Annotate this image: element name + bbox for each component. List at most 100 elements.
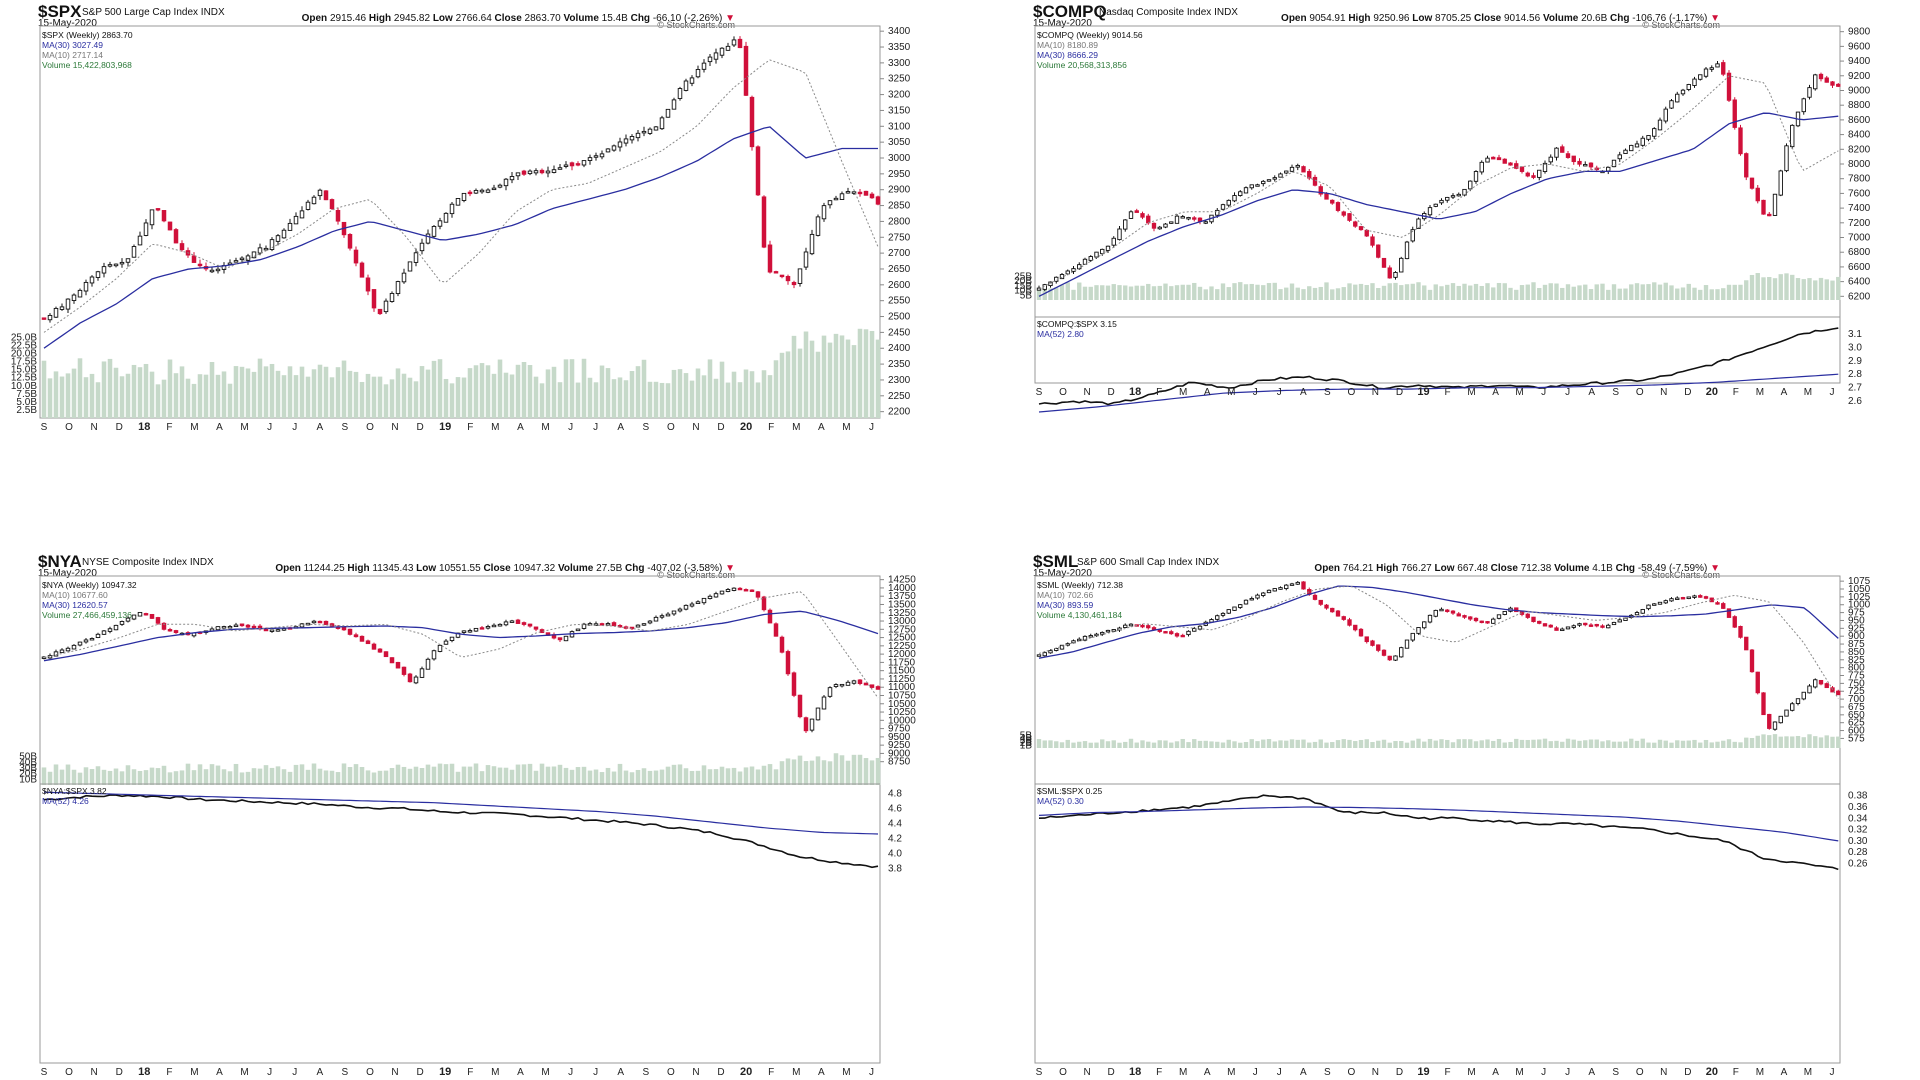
month-label: F <box>1444 1067 1450 1078</box>
volume-bar <box>761 765 767 785</box>
candle-body <box>443 640 449 645</box>
volume-bar <box>1272 282 1277 300</box>
candle-body <box>1450 610 1456 614</box>
candle-body <box>1698 595 1703 598</box>
candle-body <box>869 684 875 688</box>
candle-body <box>1174 215 1180 224</box>
volume-bar <box>215 765 221 785</box>
month-label: J <box>593 422 598 433</box>
candle-body <box>1640 609 1645 614</box>
volume-bar <box>1772 278 1778 300</box>
volume-bar <box>665 383 671 418</box>
volume-bar <box>1151 286 1157 300</box>
price-tick-label: 10250 <box>888 707 916 718</box>
candle-body <box>1818 679 1824 685</box>
volume-bar <box>1600 741 1605 748</box>
volume-bar <box>731 767 737 785</box>
month-label: S <box>41 1067 48 1078</box>
candle-body <box>53 651 59 657</box>
candle-body <box>563 635 569 642</box>
volume-bar <box>509 769 515 785</box>
volume-bar <box>1721 740 1726 748</box>
candle-body <box>437 644 443 652</box>
legend-entry: Volume 4,130,461,184 <box>1037 610 1123 620</box>
volume-bar <box>659 382 665 418</box>
volume-bar <box>785 351 791 418</box>
month-label: 20 <box>1706 1066 1718 1078</box>
price-tick-label: 1050 <box>1848 584 1871 595</box>
candle-body <box>767 609 773 624</box>
candle-body <box>491 624 497 628</box>
candle-body <box>845 681 851 686</box>
volume-bar <box>677 369 683 418</box>
price-tick-label: 2600 <box>888 280 911 291</box>
candle-body <box>1617 154 1622 160</box>
price-tick-label: 9400 <box>1848 56 1871 67</box>
volume-bar <box>653 770 659 785</box>
volume-bar <box>1399 285 1404 300</box>
candle-body <box>419 242 425 252</box>
candle-body <box>1485 621 1490 624</box>
candle-body <box>137 611 143 617</box>
month-label: 18 <box>138 1066 150 1078</box>
volume-bar <box>1094 285 1099 300</box>
candle-body <box>1611 159 1617 168</box>
legend-entry: MA(10) 10677.60 <box>42 590 108 600</box>
candle-body <box>257 247 263 254</box>
volume-tick-label: 22.5B <box>11 340 37 351</box>
volume-bar <box>41 360 47 418</box>
volume-bar <box>767 375 773 418</box>
candle-body <box>131 614 137 620</box>
candle-body <box>1680 89 1686 95</box>
price-tick-label: 2700 <box>888 248 911 259</box>
volume-bar <box>1301 739 1306 748</box>
candle-body <box>737 38 743 49</box>
volume-bar <box>407 768 413 785</box>
volume-bar <box>833 333 839 418</box>
ratio-tick-label: 0.34 <box>1848 813 1868 824</box>
candle-body <box>1088 256 1093 261</box>
volume-bar <box>71 769 77 785</box>
volume-bar <box>623 380 629 418</box>
volume-bar <box>47 378 53 418</box>
candle-body <box>593 155 599 158</box>
volume-bar <box>851 345 857 418</box>
volume-bar <box>251 768 257 785</box>
volume-bar <box>419 768 425 785</box>
volume-bar <box>857 754 863 785</box>
candle-body <box>1491 618 1496 624</box>
candle-body <box>383 651 389 658</box>
volume-bar <box>1416 738 1421 748</box>
price-tick-label: 14000 <box>888 583 916 594</box>
candle-body <box>683 80 689 91</box>
candle-body <box>1715 602 1720 605</box>
month-label: A <box>818 422 825 433</box>
candle-body <box>809 718 815 731</box>
volume-bar <box>1065 282 1070 300</box>
candle-body <box>1537 620 1542 624</box>
candle-body <box>323 190 329 201</box>
candle-body <box>263 247 269 251</box>
volume-bar <box>101 361 107 418</box>
candle-body <box>1738 625 1743 638</box>
volume-bar <box>1186 284 1191 300</box>
price-tick-label: 7800 <box>1848 174 1871 185</box>
candle-body <box>1134 210 1139 213</box>
month-label: A <box>1300 1067 1307 1078</box>
volume-bar <box>125 373 131 418</box>
volume-bar <box>1255 284 1260 300</box>
volume-bar <box>737 771 743 785</box>
volume-bar <box>1824 735 1829 748</box>
price-tick-label: 9200 <box>1848 71 1871 82</box>
volume-bar <box>275 370 281 418</box>
candle-body <box>1128 211 1134 219</box>
month-label: M <box>1179 1067 1187 1078</box>
candle-body <box>1709 67 1714 70</box>
volume-bar <box>1054 741 1059 748</box>
volume-bar <box>365 373 371 418</box>
month-label: A <box>1781 387 1788 398</box>
month-label: A <box>1204 1067 1211 1078</box>
volume-bar <box>83 767 89 785</box>
volume-bar <box>227 771 233 785</box>
candle-body <box>815 216 821 236</box>
